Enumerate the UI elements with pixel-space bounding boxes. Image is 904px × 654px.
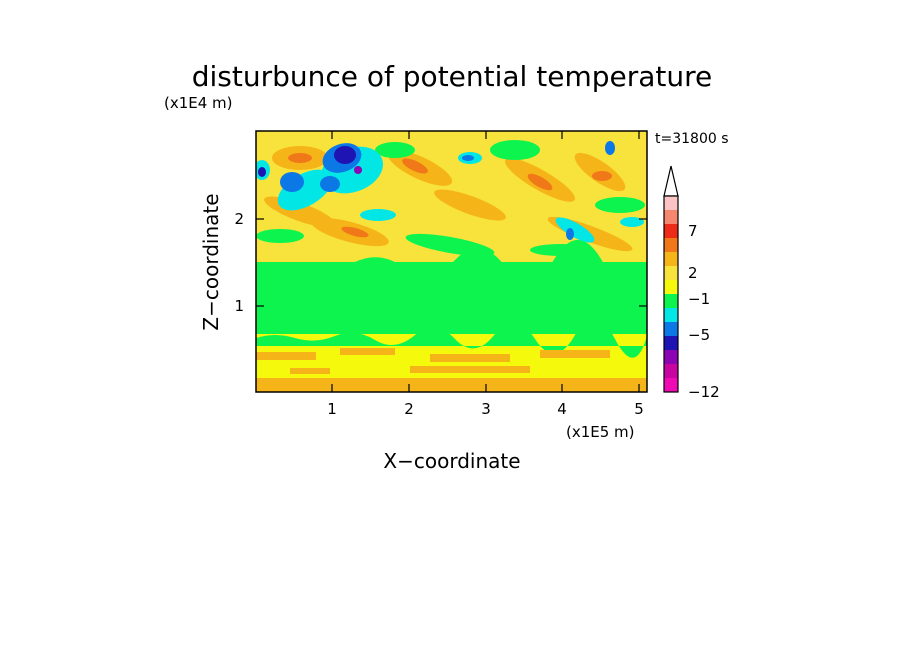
- colorbar-swatch: [664, 364, 678, 379]
- frame-ticks: [256, 131, 647, 392]
- colorbar-swatch: [664, 280, 678, 295]
- upper-green-blobs: [256, 140, 645, 257]
- colorbar-swatch: [664, 336, 678, 351]
- colorbar-label: 7: [688, 222, 698, 240]
- colorbar-swatch: [664, 378, 678, 393]
- contour-field: [256, 131, 647, 392]
- colorbar-swatch: [664, 308, 678, 323]
- upper-purple-spot: [354, 166, 362, 174]
- x-tick-label: 1: [327, 400, 337, 418]
- x-tick-label: 2: [404, 400, 414, 418]
- colorbar-label: −12: [688, 383, 720, 401]
- colorbar-swatch: [664, 294, 678, 309]
- colorbar-swatch: [664, 224, 678, 239]
- colorbar-swatch: [664, 266, 678, 281]
- colorbar-swatch: [664, 322, 678, 337]
- y-tick-label: 1: [234, 297, 244, 315]
- chart-title: disturbunce of potential temperature: [192, 60, 713, 93]
- colorbar-frame: [663, 195, 679, 393]
- y-axis-label: Z−coordinate: [199, 193, 223, 330]
- plot-frame: [255, 130, 648, 393]
- x-axis-label: X−coordinate: [383, 449, 520, 473]
- colorbar-swatch: [664, 196, 678, 211]
- lower-warm-streaks: [256, 348, 647, 392]
- green-band-upper-edge: [256, 239, 647, 290]
- upper-red-spots: [288, 153, 612, 238]
- time-label: t=31800 s: [655, 131, 729, 147]
- colorbar-swatches: [664, 196, 678, 393]
- colorbar-swatch: [664, 350, 678, 365]
- green-band-lower-edge: [256, 318, 647, 358]
- y-tick-label: 2: [234, 210, 244, 228]
- x-unit-label: (x1E5 m): [566, 423, 635, 441]
- y-unit-label: (x1E4 m): [164, 94, 233, 112]
- colorbar-swatch: [664, 210, 678, 225]
- colorbar-swatch: [664, 238, 678, 253]
- colorbar-label: −1: [688, 290, 710, 308]
- colorbar-max-arrow: [663, 165, 679, 197]
- colorbar-label: 2: [688, 264, 698, 282]
- x-tick-label: 3: [481, 400, 491, 418]
- colorbar: 7 2 −1 −5 −12: [663, 165, 720, 401]
- x-tick-label: 4: [557, 400, 567, 418]
- x-tick-label: 5: [634, 400, 644, 418]
- colorbar-swatch: [664, 252, 678, 267]
- colorbar-label: −5: [688, 326, 710, 344]
- upper-dark-blue-blobs: [258, 146, 356, 177]
